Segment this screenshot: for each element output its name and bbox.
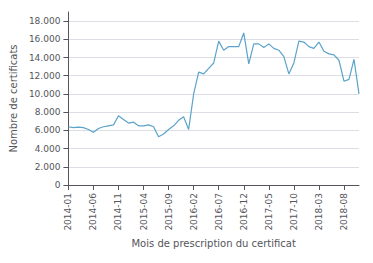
svg-text:14.000: 14.000 <box>29 53 61 63</box>
svg-text:2018-03: 2018-03 <box>314 193 324 231</box>
svg-text:2016-12: 2016-12 <box>239 193 249 231</box>
svg-text:2.000: 2.000 <box>35 162 61 172</box>
svg-text:2014-01: 2014-01 <box>63 193 73 231</box>
svg-text:10.000: 10.000 <box>29 89 61 99</box>
svg-text:8.000: 8.000 <box>35 107 61 117</box>
svg-text:12.000: 12.000 <box>29 71 61 81</box>
svg-text:4.000: 4.000 <box>35 144 61 154</box>
svg-text:2015-04: 2015-04 <box>139 193 149 231</box>
svg-text:2016-02: 2016-02 <box>189 193 199 231</box>
svg-text:2018-08: 2018-08 <box>339 193 349 231</box>
svg-text:2017-05: 2017-05 <box>264 193 274 231</box>
svg-text:2014-06: 2014-06 <box>88 193 98 231</box>
svg-text:6.000: 6.000 <box>35 125 61 135</box>
svg-text:Mois de prescription du certif: Mois de prescription du certificat <box>131 238 296 249</box>
svg-text:16.000: 16.000 <box>29 34 61 44</box>
svg-text:18.000: 18.000 <box>29 16 61 26</box>
svg-text:0: 0 <box>55 180 61 190</box>
svg-text:Nombre de certificats: Nombre de certificats <box>8 44 19 152</box>
svg-text:2014-11: 2014-11 <box>113 193 123 231</box>
svg-text:2017-10: 2017-10 <box>289 193 299 231</box>
svg-text:2015-09: 2015-09 <box>164 193 174 231</box>
svg-text:2016-07: 2016-07 <box>214 193 224 231</box>
